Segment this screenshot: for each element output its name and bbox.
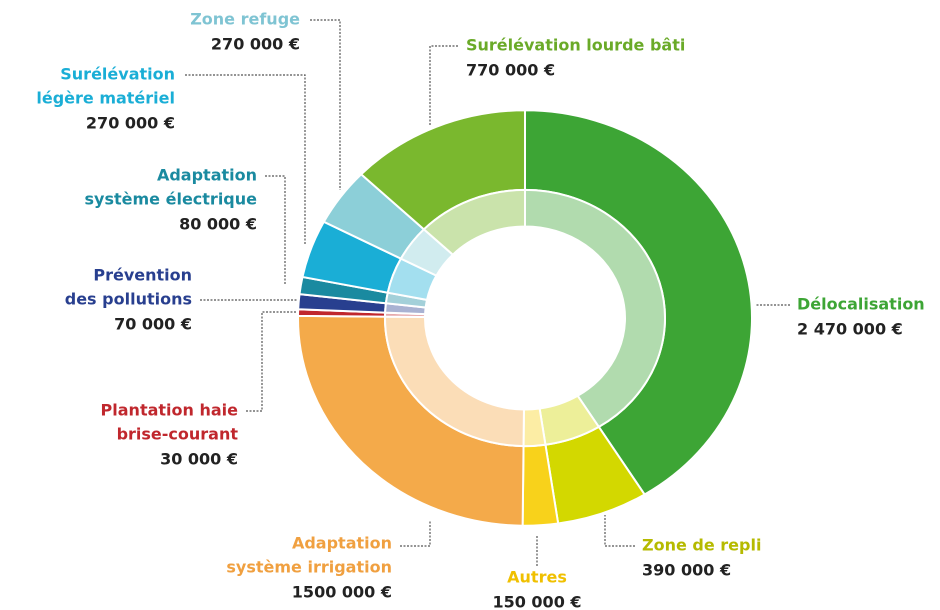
value-label: 70 000 € <box>114 315 192 334</box>
label-name: Plantation haie <box>101 401 239 420</box>
label-name: Zone refuge <box>190 10 300 29</box>
label-name: système électrique <box>85 190 258 209</box>
value-label: 2 470 000 € <box>797 320 903 339</box>
value-label: 30 000 € <box>160 450 238 469</box>
leaders <box>185 19 790 566</box>
label-name: Prévention <box>93 266 192 285</box>
label-name: Adaptation <box>157 166 257 185</box>
label-name: Surélévation <box>60 65 175 84</box>
leader <box>310 19 341 190</box>
label-name: Autres <box>507 568 567 587</box>
value-label: 390 000 € <box>642 561 731 580</box>
label-name: système irrigation <box>226 558 392 577</box>
value-label: 270 000 € <box>211 35 300 54</box>
label-name: brise-courant <box>117 425 239 444</box>
leader <box>185 74 306 245</box>
inner-slice <box>422 188 526 257</box>
value-label: 270 000 € <box>86 114 175 133</box>
leader <box>400 520 431 547</box>
leader <box>604 515 635 547</box>
inner-slice <box>524 188 666 429</box>
label-name: Zone de repli <box>642 536 761 555</box>
label-name: Délocalisation <box>797 295 925 314</box>
value-label: 150 000 € <box>492 593 581 610</box>
label-name: légère matériel <box>36 89 175 108</box>
leader <box>429 45 458 125</box>
leader <box>265 175 286 285</box>
leader <box>246 311 298 412</box>
label-name: des pollutions <box>65 290 192 309</box>
value-label: 80 000 € <box>179 215 257 234</box>
value-label: 1500 000 € <box>292 583 392 602</box>
label-name: Surélévation lourde bâti <box>466 36 685 55</box>
value-label: 770 000 € <box>466 61 555 80</box>
label-name: Adaptation <box>292 534 392 553</box>
